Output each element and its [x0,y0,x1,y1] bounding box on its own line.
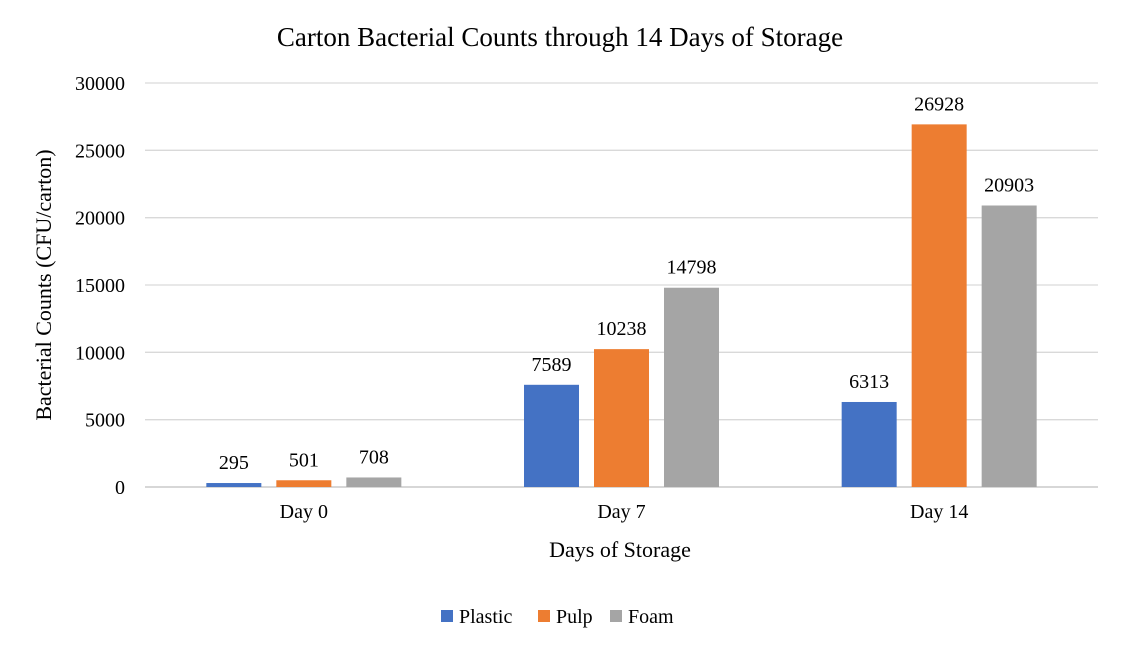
bar-foam [664,287,719,487]
y-tick-label: 5000 [85,410,125,432]
y-tick-label: 0 [115,477,125,499]
bar-pulp [276,480,332,487]
y-tick-label: 25000 [75,140,125,162]
bar-plastic [524,384,579,487]
data-label: 295 [219,452,249,474]
data-label: 708 [359,446,389,468]
data-label: 501 [289,449,319,471]
y-axis-label: Bacterial Counts (CFU/carton) [31,149,56,420]
bar-plastic [841,401,897,487]
bar-plastic [206,483,262,487]
data-label: 10238 [597,318,647,340]
y-tick-label: 10000 [75,342,125,364]
legend-label: Plastic [459,606,512,628]
data-label: 6313 [849,371,889,393]
legend-swatch-foam [610,610,622,622]
data-label: 26928 [914,93,964,115]
bars [206,124,1037,487]
bar-pulp [911,124,967,487]
y-axis-ticks: 0 5000 10000 15000 20000 25000 30000 [75,73,125,499]
y-tick-label: 20000 [75,208,125,230]
x-tick-label: Day 7 [597,501,645,523]
y-tick-label: 15000 [75,275,125,297]
bar-foam [981,205,1037,487]
y-tick-label: 30000 [75,73,125,95]
data-label: 14798 [667,257,717,279]
bar-foam [346,477,402,487]
legend-label: Pulp [556,606,593,628]
legend-swatch-pulp [538,610,550,622]
chart-title: Carton Bacterial Counts through 14 Days … [277,22,843,52]
x-axis-ticks: Day 0 Day 7 Day 14 [280,501,969,523]
x-tick-label: Day 0 [280,501,328,523]
legend-swatch-plastic [441,610,453,622]
data-label: 20903 [984,175,1034,197]
x-tick-label: Day 14 [910,501,968,523]
legend: Plastic Pulp Foam [441,606,674,628]
data-labels: 295 501 708 7589 10238 14798 6313 26928 20903 [219,93,1034,474]
data-label: 7589 [532,354,572,376]
bar-pulp [594,349,649,487]
legend-label: Foam [628,606,674,628]
x-axis-label: Days of Storage [549,537,691,562]
